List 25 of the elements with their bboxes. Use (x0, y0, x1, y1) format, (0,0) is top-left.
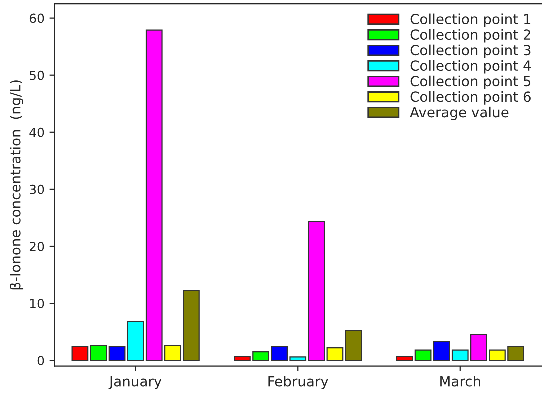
y-tick-label: 20 (30, 242, 44, 252)
y-tick-label: 40 (30, 128, 44, 138)
y-tick-label: 10 (30, 299, 44, 308)
legend-label: Average value (410, 106, 509, 120)
bar (345, 330, 362, 362)
legend-label: Collection point 3 (410, 44, 531, 58)
bar (326, 347, 344, 362)
y-tick-label: 50 (30, 70, 44, 80)
y-tick-label: 0 (38, 356, 44, 366)
bar (108, 346, 126, 362)
legend-label: Collection point 4 (410, 60, 532, 74)
legend-label: Collection point 5 (410, 76, 531, 90)
y-tick-label: 60 (30, 14, 44, 24)
bar (396, 356, 414, 362)
bar (72, 346, 89, 362)
y-axis-title: β-Ionone concentration (ng/L) (10, 80, 24, 290)
bar (90, 345, 108, 362)
x-tick-label: January (108, 376, 162, 390)
legend-label: Collection point 6 (410, 91, 531, 105)
x-tick-label: February (268, 376, 328, 390)
legend-label: Collection point 2 (410, 29, 530, 43)
x-tick-label: March (440, 376, 480, 387)
legend-label: Collection point 1 (410, 14, 531, 28)
y-tick-label: 30 (30, 184, 44, 194)
bar (414, 350, 432, 362)
